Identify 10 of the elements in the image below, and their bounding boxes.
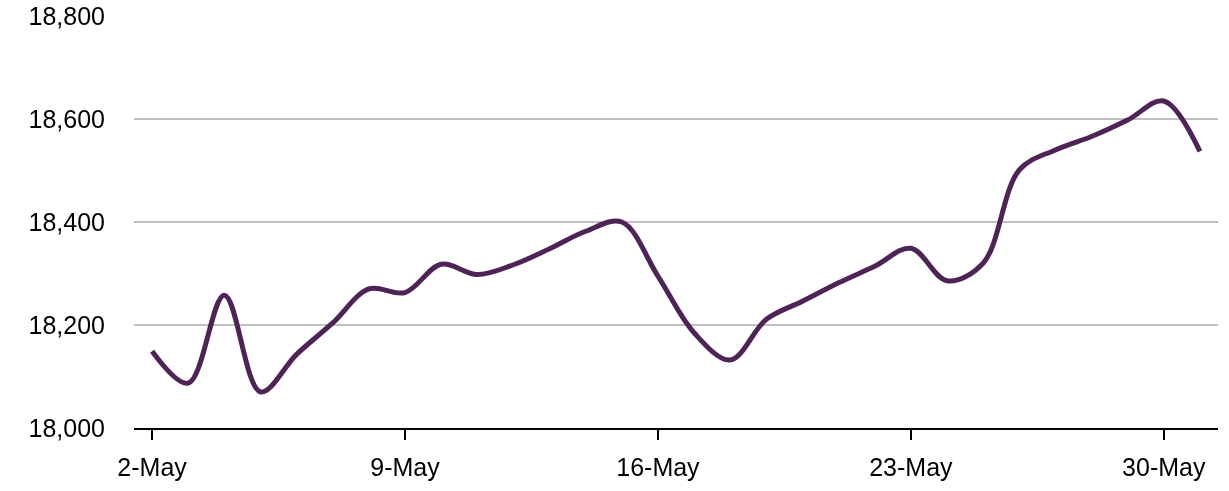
x-tick-label: 9-May [370,452,441,481]
x-tick-label: 23-May [869,452,954,481]
x-tick-label: 30-May [1122,452,1206,481]
x-tick-label: 16-May [616,452,701,481]
y-tick-label: 18,600 [28,104,105,133]
y-tick-label: 18,800 [28,1,105,30]
y-tick-label: 18,200 [28,310,105,339]
x-tick-label: 2-May [117,452,188,481]
y-tick-label: 18,400 [28,207,105,236]
y-tick-label: 18,000 [28,413,105,442]
